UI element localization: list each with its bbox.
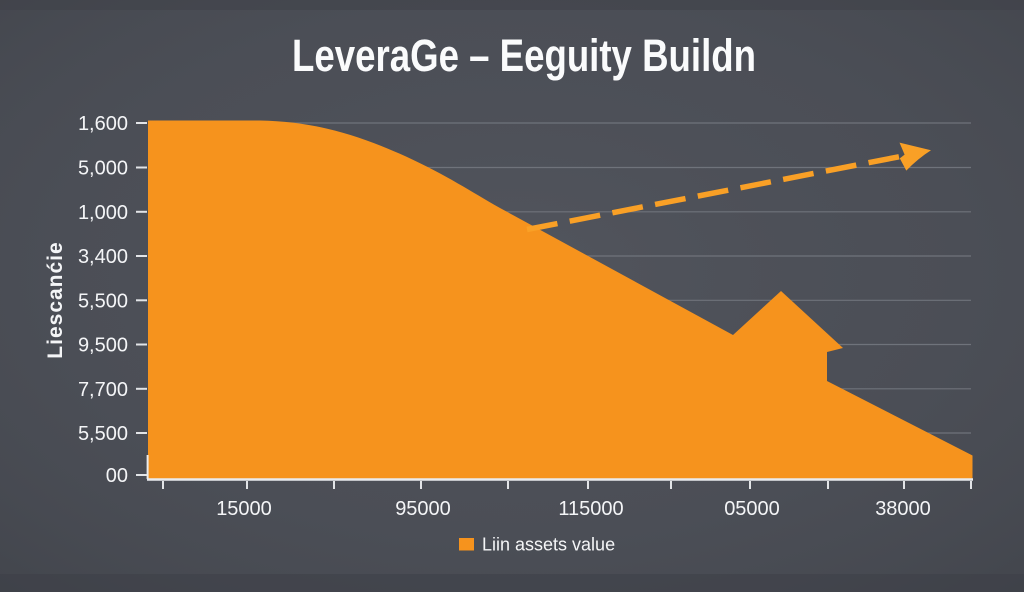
svg-text:1,000: 1,000 [78, 202, 128, 224]
svg-text:9,500: 9,500 [78, 335, 128, 357]
svg-text:Liescanćie: Liescanćie [44, 241, 67, 358]
svg-text:LeveraGe – Eeguity Buildn: LeveraGe – Eeguity Buildn [292, 30, 756, 81]
svg-text:38000: 38000 [875, 498, 931, 520]
svg-text:115000: 115000 [558, 498, 623, 520]
svg-text:1,600: 1,600 [78, 113, 128, 135]
svg-text:05000: 05000 [724, 498, 780, 520]
svg-text:3,400: 3,400 [78, 246, 128, 268]
svg-text:00: 00 [106, 465, 128, 487]
svg-text:15000: 15000 [216, 498, 272, 520]
svg-text:5,500: 5,500 [78, 290, 128, 312]
svg-text:95000: 95000 [395, 498, 451, 520]
svg-text:7,700: 7,700 [78, 379, 128, 401]
svg-text:5,500: 5,500 [78, 423, 128, 445]
svg-text:5,000: 5,000 [78, 158, 128, 180]
svg-text:Liin assets value: Liin assets value [482, 535, 615, 555]
